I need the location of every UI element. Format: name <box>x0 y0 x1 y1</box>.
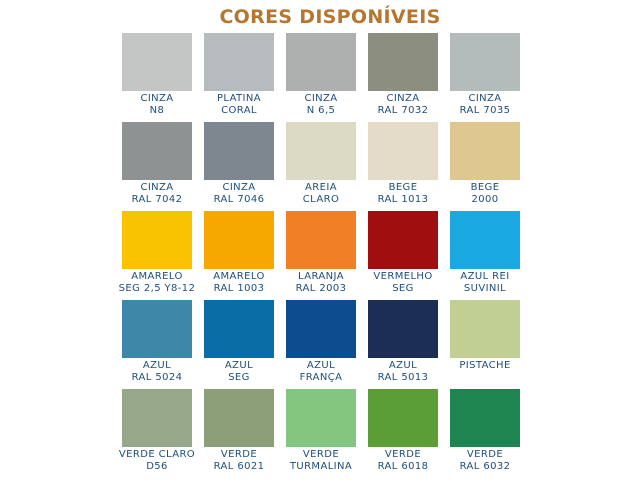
swatch-label: CINZA <box>140 93 174 104</box>
swatch-label: RAL 7035 <box>459 105 511 116</box>
color-swatch <box>204 122 274 180</box>
color-swatch <box>204 33 274 91</box>
color-swatch <box>368 211 438 269</box>
swatch-label: LARANJA <box>298 271 344 282</box>
swatch-label: CINZA <box>468 93 502 104</box>
title: CORES DISPONÍVEIS <box>219 6 441 28</box>
swatch-label: RAL 7032 <box>377 105 429 116</box>
swatch-label: RAL 2003 <box>295 283 347 294</box>
color-swatch <box>204 389 274 447</box>
color-swatch <box>122 211 192 269</box>
color-swatch <box>450 389 520 447</box>
swatch-label: CINZA <box>140 182 174 193</box>
swatch-label: AZUL <box>142 360 172 371</box>
color-swatch <box>204 300 274 358</box>
color-swatch <box>286 122 356 180</box>
swatch-label: RAL 6021 <box>213 461 265 472</box>
swatch-label: VERDE <box>302 449 340 460</box>
swatch-label: CLARO <box>302 194 340 205</box>
color-swatch <box>204 211 274 269</box>
swatch-label: D56 <box>146 461 168 472</box>
swatch-label: 2000 <box>471 194 499 205</box>
swatch-label: CINZA <box>304 93 338 104</box>
swatch-label: AZUL REI <box>460 271 510 282</box>
color-swatch <box>286 211 356 269</box>
swatch-label: RAL 7046 <box>213 194 265 205</box>
color-swatch <box>450 211 520 269</box>
swatch-label: VERDE <box>220 449 258 460</box>
swatch-label: CINZA <box>386 93 420 104</box>
swatch-label: SUVINIL <box>463 283 507 294</box>
swatch-label: RAL 1003 <box>213 283 265 294</box>
color-swatch <box>368 389 438 447</box>
color-swatch <box>368 300 438 358</box>
color-swatch <box>122 33 192 91</box>
swatch-label: PISTACHE <box>459 360 511 371</box>
swatch-label: RAL 5013 <box>377 372 429 383</box>
swatch-label: CINZA <box>222 182 256 193</box>
swatch-label: AZUL <box>224 360 254 371</box>
color-swatch <box>450 122 520 180</box>
swatch-label: RAL 1013 <box>377 194 429 205</box>
swatch-label: CORAL <box>221 105 257 116</box>
color-swatch <box>122 122 192 180</box>
swatch-label: SEG 2,5 Y8-12 <box>118 283 196 294</box>
color-swatch <box>122 389 192 447</box>
swatch-label: AZUL <box>306 360 336 371</box>
swatch-label: VERDE <box>466 449 504 460</box>
swatch-label: VERDE <box>384 449 422 460</box>
color-swatch <box>286 300 356 358</box>
swatch-label: VERMELHO <box>373 271 433 282</box>
color-swatch <box>450 33 520 91</box>
swatch-label: N8 <box>149 105 165 116</box>
swatch-label: RAL 6032 <box>459 461 511 472</box>
swatch-label: FRANÇA <box>299 372 343 383</box>
swatch-label: N 6,5 <box>306 105 336 116</box>
swatch-label: PLATINA <box>216 93 262 104</box>
swatch-label: RAL 7042 <box>131 194 183 205</box>
swatch-label: AZUL <box>388 360 418 371</box>
swatch-label: AMARELO <box>131 271 183 282</box>
swatch-label: RAL 6018 <box>377 461 429 472</box>
swatch-label: SEG <box>392 283 414 294</box>
color-swatch <box>368 122 438 180</box>
swatch-label: TURMALINA <box>289 461 353 472</box>
swatch-label: AMARELO <box>213 271 265 282</box>
swatch-label: BEGE <box>470 182 500 193</box>
swatch-label: SEG <box>228 372 250 383</box>
swatch-label: VERDE CLARO <box>118 449 196 460</box>
color-swatch <box>450 300 520 358</box>
swatch-label: BEGE <box>388 182 418 193</box>
swatch-label: RAL 5024 <box>131 372 183 383</box>
color-swatch <box>122 300 192 358</box>
color-swatch <box>286 33 356 91</box>
swatch-label: AREIA <box>305 182 337 193</box>
color-swatch <box>286 389 356 447</box>
color-swatch <box>368 33 438 91</box>
